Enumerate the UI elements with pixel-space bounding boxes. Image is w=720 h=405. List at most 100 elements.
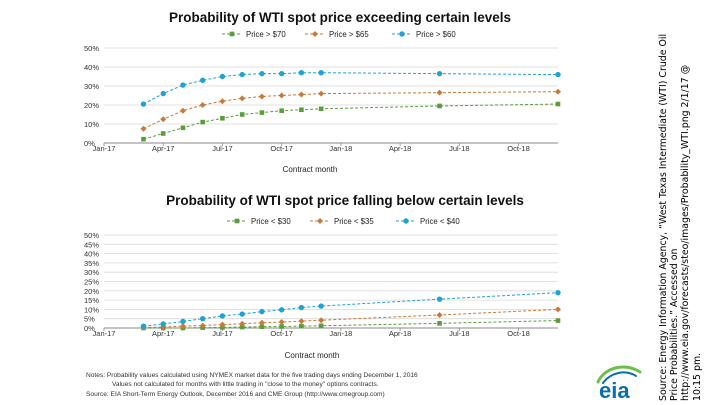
legend-marker <box>229 31 235 37</box>
logo-swoosh-2 <box>602 371 637 384</box>
series-line <box>143 292 559 327</box>
chart-exceeding: Probability of WTI spot price exceeding … <box>84 10 561 174</box>
series-price-65 <box>140 88 561 132</box>
x-axis-label: Contract month <box>285 351 340 360</box>
data-point <box>555 318 561 323</box>
legend-label: Price > $70 <box>246 30 286 39</box>
y-tick-label: 15% <box>84 296 99 305</box>
x-tick-labels: Jan-17 Apr-17 Jul-17 Oct-17 Jan-18 Apr-18 Jul-… <box>93 143 530 153</box>
chart-legend: Price > $70 Price > $65 Price > $60 <box>222 30 456 39</box>
x-tick-label: Jul-17 <box>212 144 232 153</box>
y-tick-label: 50% <box>84 231 99 240</box>
x-tick-label: Apr-18 <box>389 329 412 338</box>
x-tick-label: Apr-18 <box>389 144 412 153</box>
logo-swoosh <box>596 365 642 384</box>
data-point <box>279 324 284 329</box>
x-tick-label: Oct-18 <box>507 144 530 153</box>
data-point <box>199 322 206 329</box>
data-point <box>436 311 443 318</box>
data-point <box>555 289 561 296</box>
data-point <box>180 125 186 131</box>
source-line-2: Price Probabilities.” Accessed on <box>669 248 681 401</box>
x-tick-label: Jan-17 <box>93 144 116 153</box>
data-point <box>278 319 285 326</box>
y-tick-label: 25% <box>84 278 99 287</box>
series-line <box>143 320 559 329</box>
x-tick-label: Apr-17 <box>152 329 175 338</box>
source-caption-text: Source: Energy Information Agency, “West… <box>658 3 703 401</box>
data-point <box>239 112 245 117</box>
y-tick-label: 0% <box>84 139 95 148</box>
data-point <box>298 70 305 76</box>
legend-marker <box>403 218 409 224</box>
legend-entry-price-35: Price < $35 <box>310 217 374 226</box>
legend-marker <box>234 218 240 224</box>
data-point <box>220 116 225 121</box>
data-point <box>239 324 245 330</box>
y-tick-label: 30% <box>84 82 99 91</box>
data-point <box>299 323 304 329</box>
data-point <box>555 101 561 107</box>
y-tick-label: 0% <box>84 324 95 333</box>
data-point <box>179 107 186 114</box>
data-point <box>437 321 442 326</box>
data-point <box>219 321 226 328</box>
legend-entry-price-30: Price < $30 <box>227 217 291 226</box>
legend-marker <box>399 31 405 37</box>
x-tick-label: Oct-17 <box>270 144 293 153</box>
notes-block: Notes: Probability values calculated usi… <box>86 372 418 398</box>
data-point <box>318 323 324 329</box>
y-tick-label: 10% <box>84 305 99 314</box>
series-line <box>143 308 559 328</box>
data-point <box>259 70 265 77</box>
data-point <box>436 89 443 96</box>
data-point <box>199 77 206 84</box>
legend-label: Price < $35 <box>334 217 374 226</box>
data-point <box>141 136 146 142</box>
eia-logo: eia <box>596 365 642 403</box>
data-point <box>258 319 265 326</box>
x-tick-label: Apr-17 <box>152 144 175 153</box>
series-line <box>143 91 559 130</box>
chart-title: Probability of WTI spot price falling be… <box>166 193 524 208</box>
legend-entry-price-40: Price < $40 <box>396 217 460 226</box>
data-point <box>219 313 226 319</box>
legend-marker <box>312 31 318 37</box>
data-point <box>298 318 305 325</box>
legend-label: Price < $40 <box>420 217 460 226</box>
data-point <box>219 73 226 80</box>
y-tick-label: 35% <box>84 259 99 268</box>
logo-text: eia <box>599 378 630 403</box>
data-point <box>140 323 147 329</box>
y-tick-label: 40% <box>84 63 99 72</box>
data-point <box>298 304 305 311</box>
series-price-40 <box>140 289 561 329</box>
notes-line-1: Notes: Probability values calculated usi… <box>86 372 418 379</box>
legend-entry-price-70: Price > $70 <box>222 30 286 39</box>
data-point <box>239 71 245 78</box>
data-point <box>318 70 324 76</box>
x-tick-label: Oct-17 <box>270 329 293 338</box>
data-point <box>278 307 285 313</box>
y-tick-label: 5% <box>84 315 95 324</box>
data-point <box>219 98 226 105</box>
source-line-4: 10:15 pm. <box>691 352 703 401</box>
y-tick-label: 30% <box>84 268 99 277</box>
y-tick-label: 40% <box>84 250 99 259</box>
data-point <box>199 102 206 108</box>
data-point <box>160 131 166 136</box>
source-line-3: http://www.eia.gov/forecasts/steo/images… <box>680 64 692 401</box>
source-line-1: Source: Energy Information Agency, “West… <box>658 33 669 401</box>
gridlines <box>104 234 558 329</box>
notes-line-2: Values not calculated for months with li… <box>112 381 379 388</box>
x-tick-label: Jan-17 <box>93 329 116 338</box>
data-point <box>259 308 265 315</box>
chart-falling-below: Probability of WTI spot price falling be… <box>84 193 561 360</box>
data-point <box>259 110 265 115</box>
y-tick-label: 20% <box>84 101 99 110</box>
x-tick-label: Oct-18 <box>507 329 530 338</box>
data-point <box>199 316 206 322</box>
legend-marker <box>317 218 323 224</box>
series-group <box>140 70 561 142</box>
